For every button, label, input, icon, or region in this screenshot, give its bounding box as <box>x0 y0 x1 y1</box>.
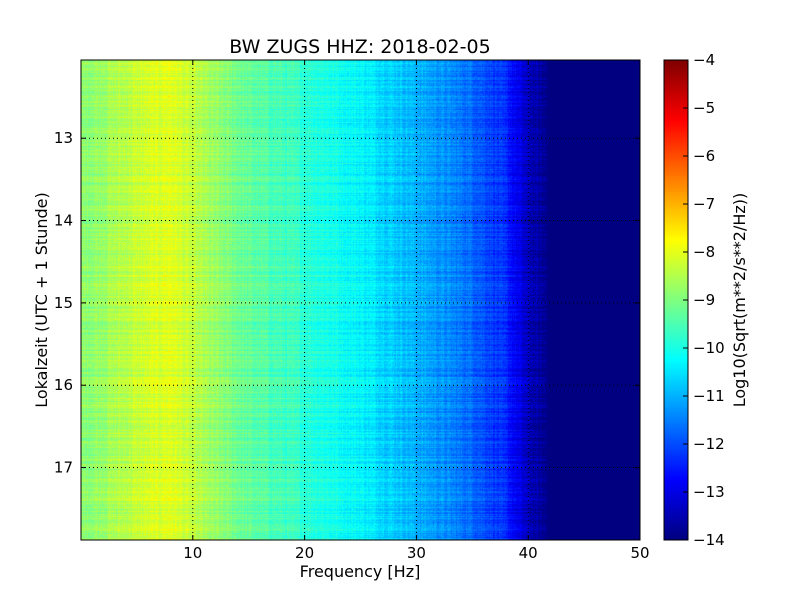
x-axis-ticks: 10 20 30 40 50 <box>183 60 650 562</box>
x-tick-label: 50 <box>630 544 649 562</box>
x-tick-label: 40 <box>519 544 538 562</box>
y-tick-label: 15 <box>54 294 73 312</box>
colorbar-tick-label: −14 <box>693 531 725 549</box>
colorbar-tick-label: −10 <box>693 339 725 357</box>
grid-lines <box>81 60 640 540</box>
colorbar-tick-label: −9 <box>693 291 715 309</box>
x-tick-label: 20 <box>295 544 314 562</box>
colorbar-tick-label: −5 <box>693 99 715 117</box>
x-axis-label: Frequency [Hz] <box>300 562 421 581</box>
x-tick-label: 10 <box>183 544 202 562</box>
colorbar-tick-label: −11 <box>693 387 725 405</box>
plot-frame <box>80 59 641 541</box>
colorbar-tick-label: −8 <box>693 243 715 261</box>
colorbar-tick-label: −12 <box>693 435 725 453</box>
y-axis-label: Lokalzeit (UTC + 1 Stunde) <box>32 192 51 407</box>
colorbar-ticks: −4 −5 −6 −7 −8 −9 −10 −11 −12 −13 −14 <box>683 51 725 549</box>
colorbar-tick-label: −13 <box>693 483 725 501</box>
y-tick-label: 17 <box>54 459 73 477</box>
colorbar-tick-label: −4 <box>693 51 715 69</box>
y-tick-label: 13 <box>54 129 73 147</box>
colorbar-tick-label: −6 <box>693 147 715 165</box>
y-axis-ticks: 13 14 15 16 17 <box>54 129 640 477</box>
x-tick-label: 30 <box>407 544 426 562</box>
y-tick-label: 16 <box>54 376 73 394</box>
chart-title: BW ZUGS HHZ: 2018-02-05 <box>229 36 490 58</box>
colorbar-label: Log10(Sqrt(m**2/s**2/Hz)) <box>730 193 749 408</box>
colorbar-tick-label: −7 <box>693 195 715 213</box>
y-tick-label: 14 <box>54 212 73 230</box>
spectrogram-heatmap <box>81 60 640 540</box>
